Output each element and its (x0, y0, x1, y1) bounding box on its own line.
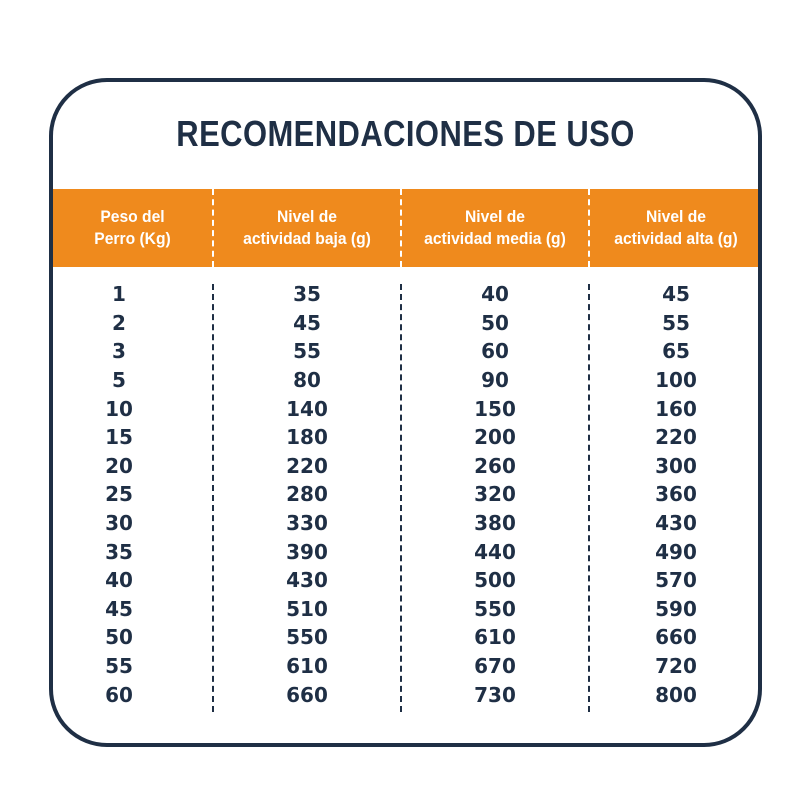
medium-activity-cell: 40 (481, 282, 509, 307)
weight-cell: 60 (105, 682, 133, 707)
weight-cell: 2 (112, 310, 126, 335)
high-activity-cell: 55 (662, 310, 690, 335)
low-activity-cell: 550 (286, 625, 328, 650)
high-activity-cell: 720 (655, 654, 697, 679)
weight-cell: 1 (112, 282, 126, 307)
low-activity-cell: 180 (286, 425, 328, 450)
table-row: 3 55 60 65 (53, 337, 758, 366)
high-activity-cell: 490 (655, 539, 697, 564)
low-activity-cell: 55 (293, 339, 321, 364)
table-row: 1 35 40 45 (53, 280, 758, 309)
low-activity-cell: 510 (286, 596, 328, 621)
medium-activity-cell: 440 (474, 539, 516, 564)
low-activity-cell: 35 (293, 282, 321, 307)
table-row: 25 280 320 360 (53, 480, 758, 509)
medium-activity-cell: 730 (474, 682, 516, 707)
table-header-band (53, 189, 758, 267)
header-divider (212, 189, 214, 267)
table-row: 35 390 440 490 (53, 537, 758, 566)
high-activity-cell: 45 (662, 282, 690, 307)
table-row: 2 45 50 55 (53, 309, 758, 338)
high-activity-cell: 160 (655, 396, 697, 421)
medium-activity-cell: 150 (474, 396, 516, 421)
header-high-activity: Nivel de actividad alta (g) (614, 207, 738, 248)
high-activity-cell: 430 (655, 511, 697, 536)
table-row: 60 660 730 800 (53, 680, 758, 709)
low-activity-cell: 430 (286, 568, 328, 593)
weight-cell: 45 (105, 596, 133, 621)
header-divider (400, 189, 402, 267)
low-activity-cell: 390 (286, 539, 328, 564)
table-row: 30 330 380 430 (53, 509, 758, 538)
table-row: 5 80 90 100 (53, 366, 758, 395)
medium-activity-cell: 550 (474, 596, 516, 621)
column-divider (588, 284, 590, 712)
table-row: 45 510 550 590 (53, 595, 758, 624)
header-low-activity: Nivel de actividad baja (g) (243, 207, 371, 248)
medium-activity-cell: 500 (474, 568, 516, 593)
weight-cell: 15 (105, 425, 133, 450)
low-activity-cell: 610 (286, 654, 328, 679)
weight-cell: 25 (105, 482, 133, 507)
high-activity-cell: 300 (655, 453, 697, 478)
weight-cell: 55 (105, 654, 133, 679)
header-divider (588, 189, 590, 267)
weight-cell: 5 (112, 368, 126, 393)
medium-activity-cell: 60 (481, 339, 509, 364)
low-activity-cell: 80 (293, 368, 321, 393)
high-activity-cell: 590 (655, 596, 697, 621)
medium-activity-cell: 380 (474, 511, 516, 536)
table-row: 20 220 260 300 (53, 452, 758, 481)
medium-activity-cell: 260 (474, 453, 516, 478)
weight-cell: 50 (105, 625, 133, 650)
header-medium-activity: Nivel de actividad media (g) (424, 207, 566, 248)
medium-activity-cell: 670 (474, 654, 516, 679)
header-weight: Peso del Perro (Kg) (94, 207, 171, 248)
medium-activity-cell: 50 (481, 310, 509, 335)
table-body: 1 35 40 45 2 45 50 55 3 55 60 65 5 80 90 100 10 140 150 160… (53, 280, 758, 709)
medium-activity-cell: 200 (474, 425, 516, 450)
weight-cell: 20 (105, 453, 133, 478)
medium-activity-cell: 90 (481, 368, 509, 393)
high-activity-cell: 65 (662, 339, 690, 364)
column-divider (400, 284, 402, 712)
medium-activity-cell: 610 (474, 625, 516, 650)
low-activity-cell: 660 (286, 682, 328, 707)
high-activity-cell: 660 (655, 625, 697, 650)
weight-cell: 10 (105, 396, 133, 421)
weight-cell: 35 (105, 539, 133, 564)
column-divider (212, 284, 214, 712)
table-row: 10 140 150 160 (53, 394, 758, 423)
weight-cell: 30 (105, 511, 133, 536)
low-activity-cell: 140 (286, 396, 328, 421)
high-activity-cell: 360 (655, 482, 697, 507)
weight-cell: 3 (112, 339, 126, 364)
low-activity-cell: 280 (286, 482, 328, 507)
weight-cell: 40 (105, 568, 133, 593)
high-activity-cell: 220 (655, 425, 697, 450)
table-row: 55 610 670 720 (53, 652, 758, 681)
table-row: 50 550 610 660 (53, 623, 758, 652)
low-activity-cell: 220 (286, 453, 328, 478)
high-activity-cell: 570 (655, 568, 697, 593)
recommendations-card: RECOMENDACIONES DE USO Peso del Perro (K… (49, 78, 762, 747)
low-activity-cell: 45 (293, 310, 321, 335)
high-activity-cell: 100 (655, 368, 697, 393)
card-title: RECOMENDACIONES DE USO (176, 113, 635, 154)
table-row: 40 430 500 570 (53, 566, 758, 595)
table-row: 15 180 200 220 (53, 423, 758, 452)
medium-activity-cell: 320 (474, 482, 516, 507)
high-activity-cell: 800 (655, 682, 697, 707)
low-activity-cell: 330 (286, 511, 328, 536)
